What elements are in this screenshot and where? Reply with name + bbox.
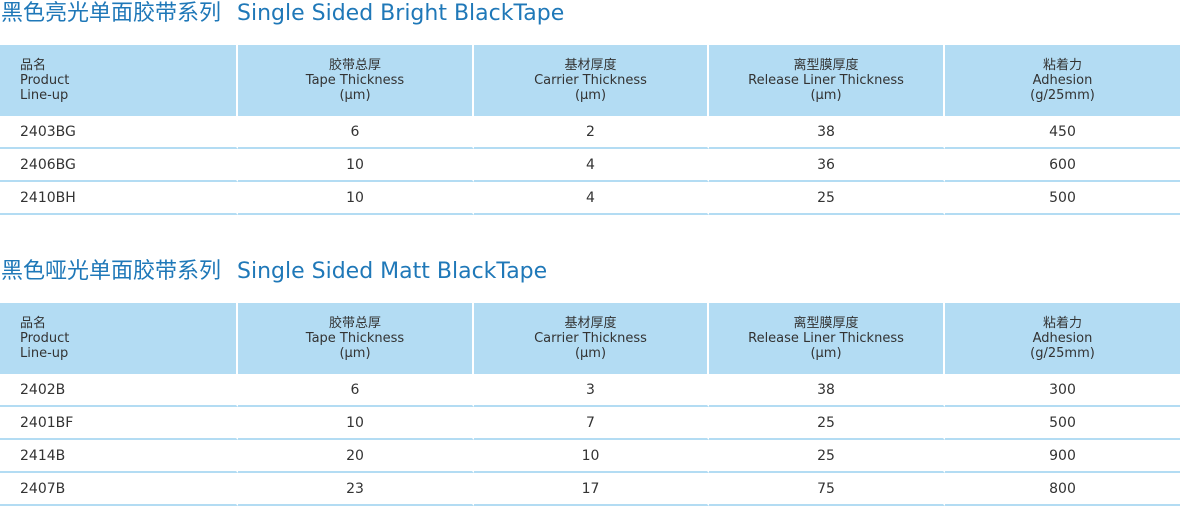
cell-adhesion: 600 bbox=[945, 149, 1180, 182]
cell-tape-thickness: 10 bbox=[238, 149, 474, 182]
cell-adhesion: 450 bbox=[945, 116, 1180, 149]
cell-product: 2402B bbox=[0, 374, 238, 407]
cell-release-liner-thickness: 36 bbox=[709, 149, 945, 182]
cell-product: 2414B bbox=[0, 440, 238, 473]
spec-table-matt: 品名 Product Line-up 胶带总厚 Tape Thickness (μm) … bbox=[0, 303, 1180, 506]
cell-release-liner-thickness: 75 bbox=[709, 473, 945, 506]
header-product: 品名 Product Line-up bbox=[0, 45, 238, 116]
spec-table-bright: 品名 Product Line-up 胶带总厚 Tape Thickness (μm) … bbox=[0, 45, 1180, 215]
section-title-zh: 黑色哑光单面胶带系列 bbox=[1, 259, 222, 284]
cell-tape-thickness: 23 bbox=[238, 473, 474, 506]
table-row: 2410BH 10 4 25 500 bbox=[0, 182, 1180, 215]
cell-adhesion: 800 bbox=[945, 473, 1180, 506]
cell-adhesion: 500 bbox=[945, 407, 1180, 440]
cell-carrier-thickness: 4 bbox=[474, 149, 709, 182]
section-bright: 黑色亮光单面胶带系列 Single Sided Bright BlackTape … bbox=[0, 0, 1183, 215]
header-adhesion: 粘着力 Adhesion (g/25mm) bbox=[945, 45, 1180, 116]
cell-carrier-thickness: 10 bbox=[474, 440, 709, 473]
cell-carrier-thickness: 17 bbox=[474, 473, 709, 506]
cell-carrier-thickness: 3 bbox=[474, 374, 709, 407]
section-title: 黑色哑光单面胶带系列 Single Sided Matt BlackTape bbox=[0, 258, 1183, 288]
header-row: 品名 Product Line-up 胶带总厚 Tape Thickness (μm) … bbox=[0, 45, 1180, 116]
cell-carrier-thickness: 7 bbox=[474, 407, 709, 440]
table-row: 2406BG 10 4 36 600 bbox=[0, 149, 1180, 182]
header-carrier-thickness: 基材厚度 Carrier Thickness (μm) bbox=[474, 45, 709, 116]
cell-release-liner-thickness: 38 bbox=[709, 116, 945, 149]
cell-product: 2410BH bbox=[0, 182, 238, 215]
table-row: 2414B 20 10 25 900 bbox=[0, 440, 1180, 473]
cell-carrier-thickness: 4 bbox=[474, 182, 709, 215]
section-title-en: Single Sided Bright BlackTape bbox=[237, 1, 565, 26]
section-title-zh: 黑色亮光单面胶带系列 bbox=[1, 1, 222, 26]
cell-tape-thickness: 20 bbox=[238, 440, 474, 473]
cell-tape-thickness: 6 bbox=[238, 116, 474, 149]
cell-adhesion: 900 bbox=[945, 440, 1180, 473]
header-release-liner-thickness: 离型膜厚度 Release Liner Thickness (μm) bbox=[709, 45, 945, 116]
cell-product: 2406BG bbox=[0, 149, 238, 182]
cell-adhesion: 500 bbox=[945, 182, 1180, 215]
header-carrier-thickness: 基材厚度 Carrier Thickness (μm) bbox=[474, 303, 709, 374]
cell-release-liner-thickness: 25 bbox=[709, 182, 945, 215]
cell-tape-thickness: 6 bbox=[238, 374, 474, 407]
table-row: 2402B 6 3 38 300 bbox=[0, 374, 1180, 407]
cell-product: 2403BG bbox=[0, 116, 238, 149]
cell-tape-thickness: 10 bbox=[238, 407, 474, 440]
header-tape-thickness: 胶带总厚 Tape Thickness (μm) bbox=[238, 303, 474, 374]
cell-product: 2401BF bbox=[0, 407, 238, 440]
section-title: 黑色亮光单面胶带系列 Single Sided Bright BlackTape bbox=[0, 0, 1183, 30]
table-row: 2403BG 6 2 38 450 bbox=[0, 116, 1180, 149]
table-row: 2407B 23 17 75 800 bbox=[0, 473, 1180, 506]
cell-release-liner-thickness: 25 bbox=[709, 407, 945, 440]
cell-release-liner-thickness: 25 bbox=[709, 440, 945, 473]
header-tape-thickness: 胶带总厚 Tape Thickness (μm) bbox=[238, 45, 474, 116]
cell-release-liner-thickness: 38 bbox=[709, 374, 945, 407]
cell-adhesion: 300 bbox=[945, 374, 1180, 407]
cell-tape-thickness: 10 bbox=[238, 182, 474, 215]
header-product: 品名 Product Line-up bbox=[0, 303, 238, 374]
section-matt: 黑色哑光单面胶带系列 Single Sided Matt BlackTape 品名… bbox=[0, 258, 1183, 506]
cell-product: 2407B bbox=[0, 473, 238, 506]
cell-carrier-thickness: 2 bbox=[474, 116, 709, 149]
table-row: 2401BF 10 7 25 500 bbox=[0, 407, 1180, 440]
section-title-en: Single Sided Matt BlackTape bbox=[237, 259, 548, 284]
header-row: 品名 Product Line-up 胶带总厚 Tape Thickness (μm) … bbox=[0, 303, 1180, 374]
header-adhesion: 粘着力 Adhesion (g/25mm) bbox=[945, 303, 1180, 374]
header-release-liner-thickness: 离型膜厚度 Release Liner Thickness (μm) bbox=[709, 303, 945, 374]
